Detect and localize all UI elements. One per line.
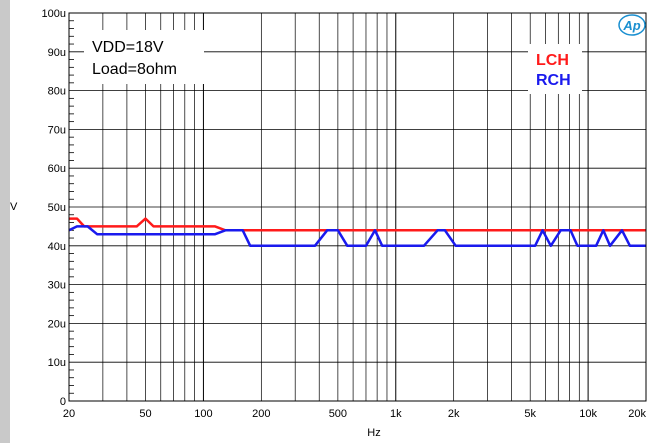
x-tick-label: 50 [139,408,151,420]
ap-logo-text: Ap [622,18,640,33]
y-tick-label: 50u [48,202,66,214]
x-tick-label: 1k [390,408,402,420]
x-tick-label: 200 [252,408,270,420]
series-line-rch [68,225,646,248]
legend: LCH RCH [528,44,582,94]
y-tick-label: 90u [48,47,66,59]
y-tick-label: 10u [48,357,66,369]
x-tick-label: 20 [63,408,75,420]
y-tick-labels: 0 10u 20u 30u 40u 50u 60u 70u 80u 90u 100u [42,8,66,408]
ap-logo: Ap [618,14,646,36]
window-edge-strip [0,0,10,443]
series-lines [68,217,646,248]
x-tick-label: 2k [448,408,460,420]
x-axis-title: Hz [367,427,380,439]
y-tick-label: 80u [48,86,66,98]
y-tick-label: 30u [48,280,66,292]
plot-frame [68,12,647,402]
legend-item-rch: RCH [536,72,571,89]
x-tick-labels: 20 50 100 200 500 1k 2k 5k 10k 20k [63,408,647,420]
annotation-load: Load=8ohm [92,61,177,78]
y-tick-label: 40u [48,241,66,253]
y-tick-label: 60u [48,163,66,175]
x-tick-label: 20k [628,408,646,420]
y-tick-label: 0 [60,396,66,408]
x-tick-label: 5k [524,408,536,420]
x-tick-label: 500 [329,408,347,420]
x-tick-label: 100 [194,408,212,420]
series-line-lch [69,217,646,232]
y-tick-label: 100u [42,8,66,20]
x-tick-label: 10k [579,408,597,420]
annotation-vdd: VDD=18V [92,39,164,56]
y-axis-title: V [10,201,18,213]
y-tick-label: 70u [48,124,66,136]
y-tick-label: 20u [48,318,66,330]
legend-item-lch: LCH [536,52,569,69]
annotation-box: VDD=18V Load=8ohm [84,30,204,84]
